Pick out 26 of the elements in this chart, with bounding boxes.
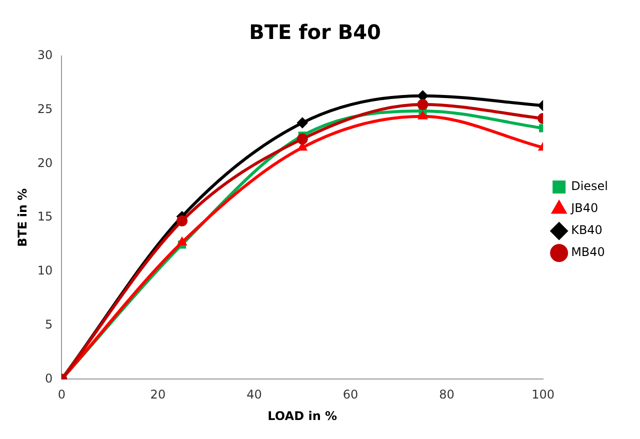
- y-tick-label: 0: [45, 371, 53, 386]
- legend-label: JB40: [570, 201, 598, 216]
- x-tick-label: 100: [532, 388, 555, 402]
- y-tick-label: 5: [45, 317, 53, 332]
- point: [296, 117, 308, 128]
- x-tick-label: 20: [150, 388, 166, 402]
- point: [177, 236, 187, 246]
- y-tick-label: 30: [37, 48, 53, 62]
- x-axis-title: LOAD in %: [268, 408, 338, 423]
- y-tick-label: 15: [37, 210, 53, 224]
- y-axis-title: BTE in %: [15, 188, 30, 247]
- point: [418, 110, 428, 120]
- y-tick-label: 25: [37, 102, 53, 116]
- legend-label: Diesel: [571, 179, 608, 194]
- x-tick-label: 40: [246, 388, 262, 402]
- chart-title: BTE for B40: [249, 20, 381, 44]
- x-tick-label: 0: [58, 388, 66, 402]
- y-tick-label: 20: [37, 156, 53, 170]
- point: [417, 98, 428, 110]
- point: [176, 215, 188, 226]
- y-tick-label: 10: [37, 264, 53, 278]
- legend-label: MB40: [571, 245, 605, 260]
- x-tick-label: 80: [439, 388, 454, 402]
- point: [296, 133, 308, 144]
- x-tick-label: 60: [342, 388, 358, 402]
- legend-label: KB40: [571, 223, 602, 238]
